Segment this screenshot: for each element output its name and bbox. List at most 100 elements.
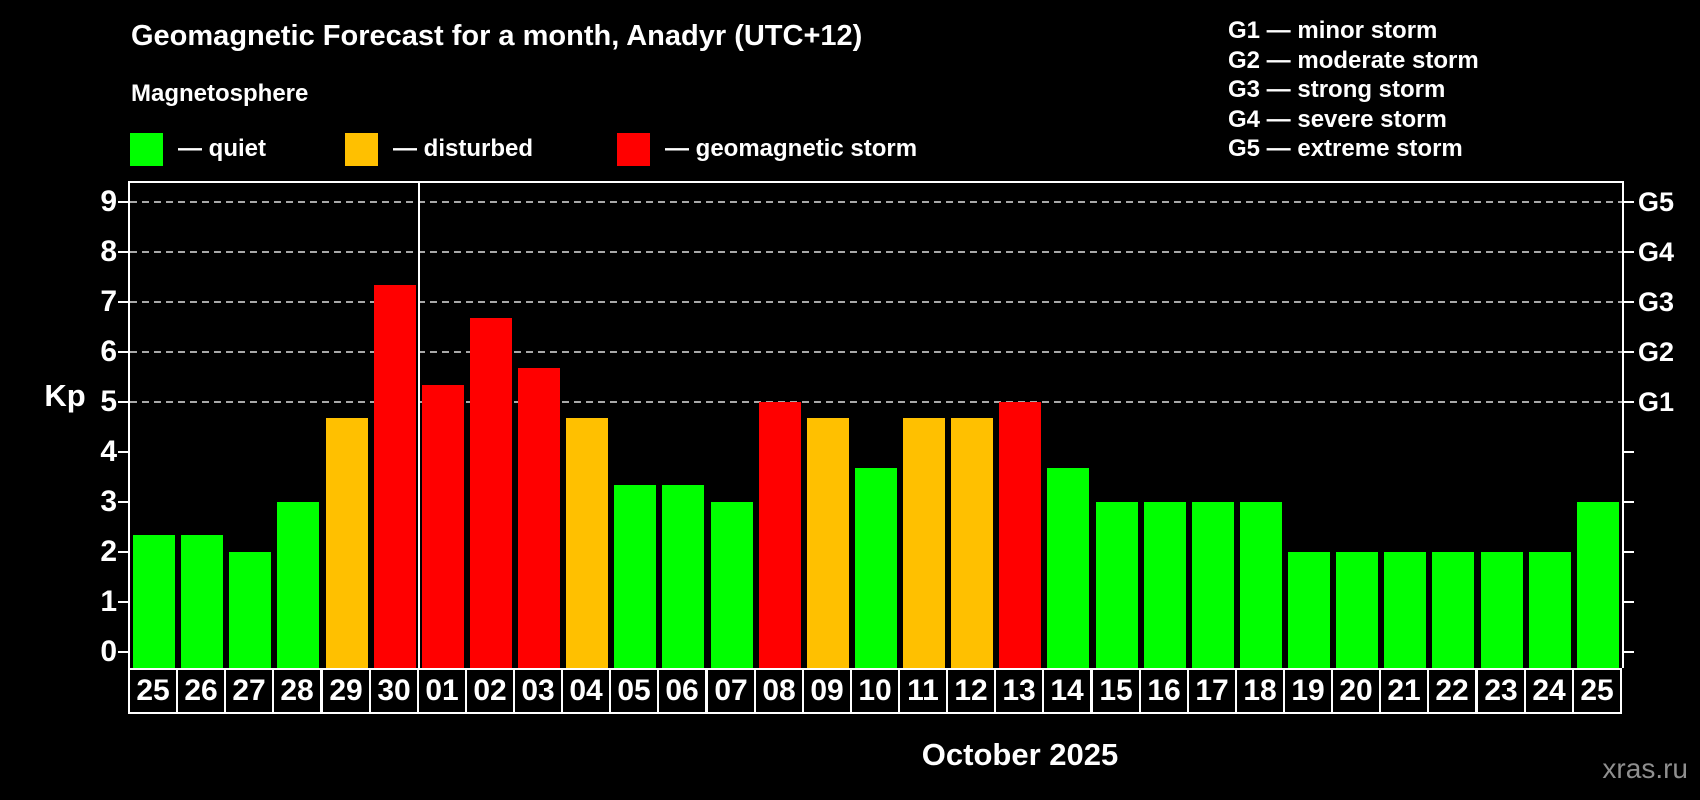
g-scale-label-g2: G2 bbox=[1638, 337, 1675, 367]
kp-bar-25 bbox=[133, 535, 175, 668]
legend-item-disturbed: — disturbed bbox=[345, 132, 533, 166]
day-label-cell: 02 bbox=[465, 668, 515, 714]
day-label-cell: 17 bbox=[1187, 668, 1237, 714]
day-label-cell: 27 bbox=[224, 668, 274, 714]
day-label-cell: 29 bbox=[321, 668, 371, 714]
day-label-cell: 16 bbox=[1139, 668, 1189, 714]
storm-scale-g4: G4 — severe storm bbox=[1228, 105, 1447, 133]
g-scale-label-g4: G4 bbox=[1638, 237, 1675, 267]
day-label-cell: 15 bbox=[1091, 668, 1141, 714]
kp-bar-10 bbox=[855, 468, 897, 668]
x-axis-month-label: October 2025 bbox=[921, 737, 1119, 772]
kp-bar-13 bbox=[999, 402, 1041, 668]
g-scale-label-g1: G1 bbox=[1638, 387, 1675, 417]
day-label-cell: 28 bbox=[272, 668, 322, 714]
y-tick-right bbox=[1624, 501, 1634, 503]
y-tick-left bbox=[118, 401, 128, 403]
day-label-cell: 18 bbox=[1235, 668, 1285, 714]
kp-bar-07 bbox=[711, 502, 753, 668]
gridline-kp-9 bbox=[130, 201, 1622, 203]
y-tick-left bbox=[118, 551, 128, 553]
kp-bar-30 bbox=[374, 285, 416, 668]
storm-scale-g2: G2 — moderate storm bbox=[1228, 46, 1479, 74]
day-label-cell: 23 bbox=[1476, 668, 1526, 714]
day-label-cell: 10 bbox=[850, 668, 900, 714]
y-tick-left bbox=[118, 601, 128, 603]
y-tick-label-5: 5 bbox=[100, 385, 117, 418]
y-tick-left bbox=[118, 301, 128, 303]
month-boundary-line bbox=[418, 183, 420, 668]
kp-bar-25 bbox=[1577, 502, 1619, 668]
disturbed-color-swatch bbox=[345, 132, 378, 166]
day-label-cell: 30 bbox=[369, 668, 419, 714]
y-tick-left bbox=[118, 651, 128, 653]
y-tick-left bbox=[118, 201, 128, 203]
day-label-cell: 26 bbox=[176, 668, 226, 714]
day-label-cell: 25 bbox=[128, 668, 178, 714]
kp-bar-28 bbox=[277, 502, 319, 668]
day-label-cell: 01 bbox=[417, 668, 467, 714]
kp-bar-15 bbox=[1096, 502, 1138, 668]
day-label-cell: 04 bbox=[561, 668, 611, 714]
y-tick-right bbox=[1624, 601, 1634, 603]
kp-bar-05 bbox=[614, 485, 656, 668]
legend-label-quiet: — quiet bbox=[178, 135, 266, 162]
kp-bar-03 bbox=[518, 368, 560, 668]
y-tick-label-1: 1 bbox=[100, 585, 117, 618]
storm-scale-g5: G5 — extreme storm bbox=[1228, 135, 1463, 162]
kp-bar-21 bbox=[1384, 552, 1426, 668]
kp-bar-08 bbox=[759, 402, 801, 668]
y-tick-label-4: 4 bbox=[100, 435, 117, 468]
day-label-cell: 09 bbox=[802, 668, 852, 714]
storm-scale-g3: G3 — strong storm bbox=[1228, 76, 1446, 103]
g-scale-label-g5: G5 bbox=[1638, 187, 1675, 217]
legend-item-quiet: — quiet bbox=[130, 132, 266, 166]
day-label-cell: 19 bbox=[1283, 668, 1333, 714]
day-label-cell: 06 bbox=[657, 668, 707, 714]
gridline-kp-5 bbox=[130, 401, 1622, 403]
y-tick-right bbox=[1624, 251, 1634, 253]
y-tick-label-8: 8 bbox=[100, 235, 117, 268]
y-tick-left bbox=[118, 501, 128, 503]
day-label-cell: 13 bbox=[994, 668, 1044, 714]
subtitle-magnetosphere: Magnetosphere bbox=[131, 80, 309, 107]
day-label-cell: 03 bbox=[513, 668, 563, 714]
x-axis-day-labels: 25 26 27 28 29 30 01 02 03 04 05 06 07 08 09 10 11 12 13 14… bbox=[128, 668, 1624, 714]
day-label-cell: 07 bbox=[706, 668, 756, 714]
y-tick-left bbox=[118, 251, 128, 253]
day-label-cell: 08 bbox=[754, 668, 804, 714]
kp-bar-27 bbox=[229, 552, 271, 668]
kp-bar-02 bbox=[470, 318, 512, 668]
storm-color-swatch bbox=[617, 132, 650, 166]
kp-bar-16 bbox=[1144, 502, 1186, 668]
gridline-kp-7 bbox=[130, 301, 1622, 303]
kp-bar-22 bbox=[1432, 552, 1474, 668]
kp-bar-20 bbox=[1336, 552, 1378, 668]
day-label-cell: 11 bbox=[898, 668, 948, 714]
kp-bar-12 bbox=[951, 418, 993, 668]
day-label-cell: 21 bbox=[1379, 668, 1429, 714]
watermark-xras: xras.ru bbox=[1602, 753, 1688, 784]
legend-label-disturbed: — disturbed bbox=[393, 135, 534, 162]
y-tick-label-2: 2 bbox=[100, 535, 117, 568]
kp-bar-19 bbox=[1288, 552, 1330, 668]
y-tick-right bbox=[1624, 451, 1634, 453]
kp-bar-26 bbox=[181, 535, 223, 668]
y-tick-right bbox=[1624, 301, 1634, 303]
y-tick-label-0: 0 bbox=[100, 635, 117, 668]
kp-bar-29 bbox=[326, 418, 368, 668]
kp-bar-24 bbox=[1529, 552, 1571, 668]
day-label-cell: 25 bbox=[1572, 668, 1622, 714]
g-scale-label-g3: G3 bbox=[1638, 287, 1675, 317]
y-tick-label-9: 9 bbox=[100, 185, 117, 218]
legend-item-storm: — geomagnetic storm bbox=[617, 132, 917, 166]
kp-bar-11 bbox=[903, 418, 945, 668]
day-label-cell: 24 bbox=[1524, 668, 1574, 714]
kp-bar-01 bbox=[422, 385, 464, 668]
kp-bar-04 bbox=[566, 418, 608, 668]
plot-area: 0 1 2 3 4 5 6 7 8 9 G1 G2 G3 G4 G5 bbox=[100, 181, 1674, 668]
kp-bar-18 bbox=[1240, 502, 1282, 668]
y-tick-right bbox=[1624, 651, 1634, 653]
quiet-color-swatch bbox=[130, 132, 163, 166]
